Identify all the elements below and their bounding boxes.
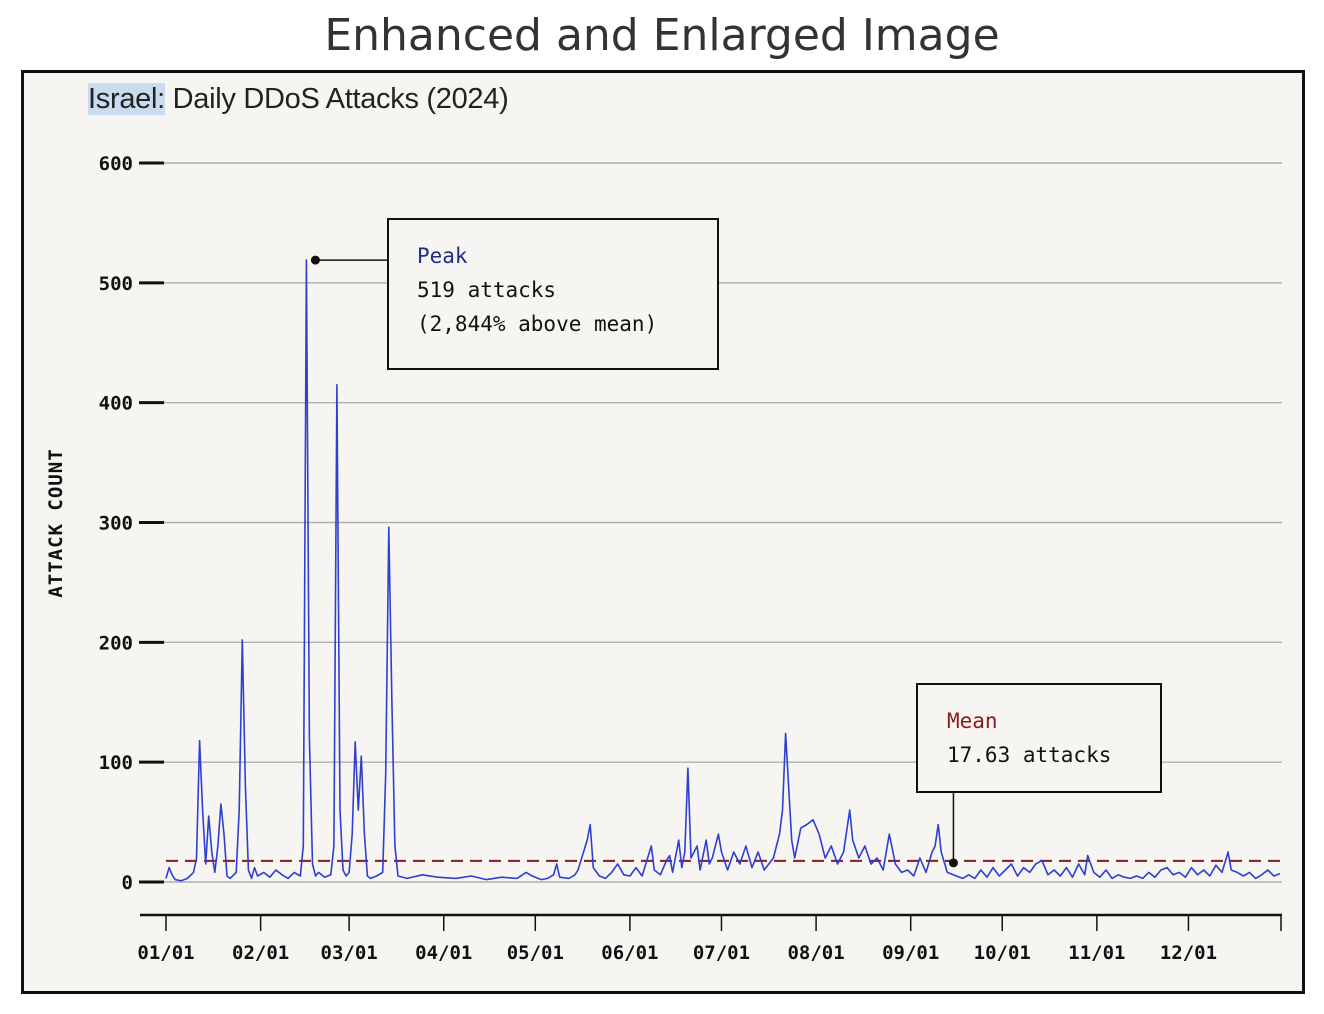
x-tick-label: 04/01 [415,942,472,964]
x-tick-label: 01/01 [137,942,194,964]
annotation-peak-heading: Peak [417,244,468,268]
chart-title-country: Israel: [88,83,165,115]
y-tick-label: 500 [99,273,133,295]
chart-frame: Israel: Daily DDoS Attacks (2024) 0 100 20… [21,70,1305,994]
y-tick-label: 200 [99,632,133,654]
x-tick-label: 05/01 [507,942,564,964]
x-tick-label: 07/01 [693,942,750,964]
x-tick-label: 03/01 [321,942,378,964]
annotation-peak-line: 519 attacks [417,278,556,302]
y-tick-label: 600 [99,153,133,175]
series-line [165,259,1281,882]
annotation-mean-dot [948,858,958,868]
x-tick-label: 02/01 [232,942,289,964]
y-tick-label: 0 [122,872,133,894]
annotation-peak-dot [310,255,320,265]
x-tick-label: 10/01 [974,942,1031,964]
y-tick-label: 300 [99,513,133,535]
annotation-peak-box [387,218,719,370]
annotation-mean-box [916,683,1162,793]
x-tick-label: 06/01 [601,942,658,964]
ddos-line-chart: 0 100 200 300 400 500 600 01/01 02/01 03/01 04/01… [45,153,1282,964]
annotation-mean-heading: Mean [947,709,998,733]
annotation-mean-line: 17.63 attacks [947,743,1111,767]
x-tick-label: 08/01 [787,942,844,964]
x-tick-label: 11/01 [1068,942,1125,964]
y-axis-label: ATTACK COUNT [45,448,67,597]
x-tick-label: 12/01 [1160,942,1217,964]
page-title: Enhanced and Enlarged Image [324,10,1000,61]
annotation-peak-line: (2,844% above mean) [417,312,657,336]
x-tick-label: 09/01 [882,942,939,964]
annotation-mean: Mean 17.63 attacks [916,683,1162,868]
annotation-peak: Peak 519 attacks (2,844% above mean) [310,218,719,370]
chart-title: Israel: Daily DDoS Attacks (2024) [88,83,509,116]
y-tick-label: 100 [99,752,133,774]
y-tick-label: 400 [99,393,133,415]
chart-title-text: Daily DDoS Attacks (2024) [164,83,509,115]
